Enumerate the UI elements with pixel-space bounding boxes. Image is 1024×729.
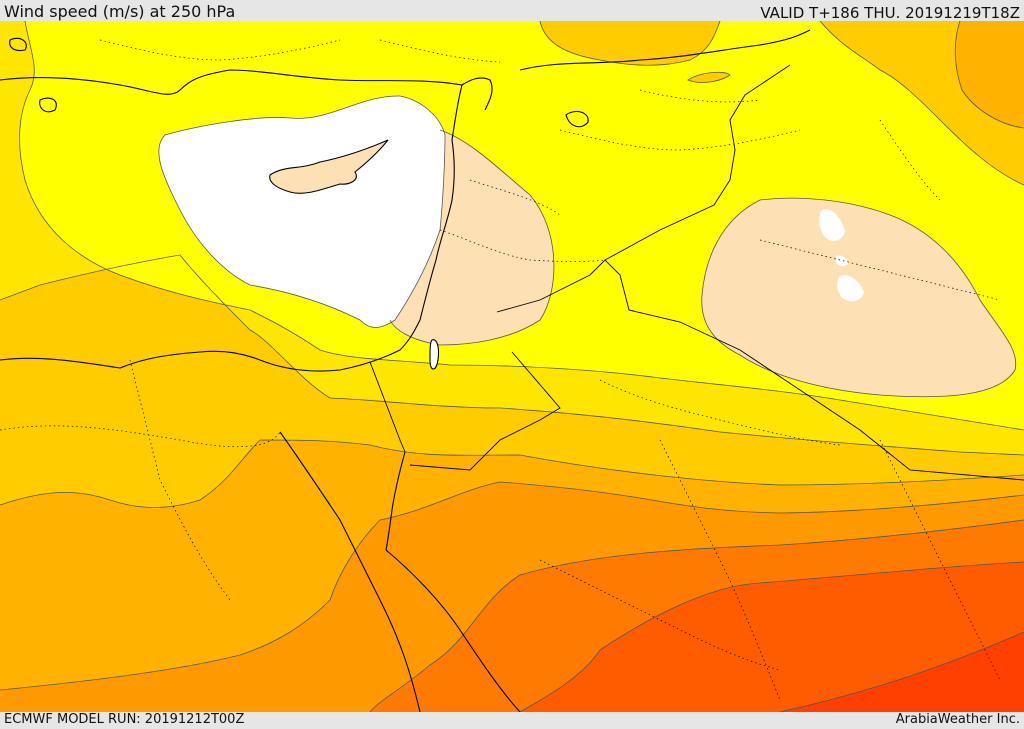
below-lowest-east-2 xyxy=(837,275,864,302)
band-4-north-zone xyxy=(540,21,720,66)
valid-time: VALID T+186 THU. 20191219T18Z xyxy=(760,4,1020,22)
map-title: Wind speed (m/s) at 250 hPa xyxy=(4,2,236,21)
gulf-of-aqaba xyxy=(385,451,406,551)
lake-van xyxy=(565,110,589,128)
egypt-north-coast xyxy=(0,319,421,372)
dead-sea xyxy=(429,339,440,370)
black-sea-coast xyxy=(519,29,811,71)
footer-bar: ECMWF MODEL RUN: 20191212T00Z ArabiaWeat… xyxy=(0,712,1024,729)
coastlines xyxy=(0,29,811,712)
credit: ArabiaWeather Inc. xyxy=(895,712,1020,727)
internal-borders xyxy=(0,39,1001,701)
country-borders xyxy=(369,64,1024,481)
header-bar: Wind speed (m/s) at 250 hPa VALID T+186 … xyxy=(0,0,1024,22)
wind-speed-map[interactable] xyxy=(0,21,1024,712)
turkey-coast xyxy=(0,69,493,111)
band-5-corner-zone xyxy=(955,21,1024,128)
below-lowest-east-3 xyxy=(836,255,848,267)
contour-lines xyxy=(0,21,1024,712)
gulf-of-suez xyxy=(279,431,421,712)
band-4-patch xyxy=(688,72,730,83)
red-sea-east-coast xyxy=(385,549,521,712)
band-1-levant-zone xyxy=(390,130,554,345)
below-lowest-east-1 xyxy=(819,209,845,241)
levant-coast xyxy=(419,84,463,321)
model-run: ECMWF MODEL RUN: 20191212T00Z xyxy=(4,712,245,727)
aegean-islands xyxy=(9,37,57,113)
cyprus-coast xyxy=(269,139,389,194)
